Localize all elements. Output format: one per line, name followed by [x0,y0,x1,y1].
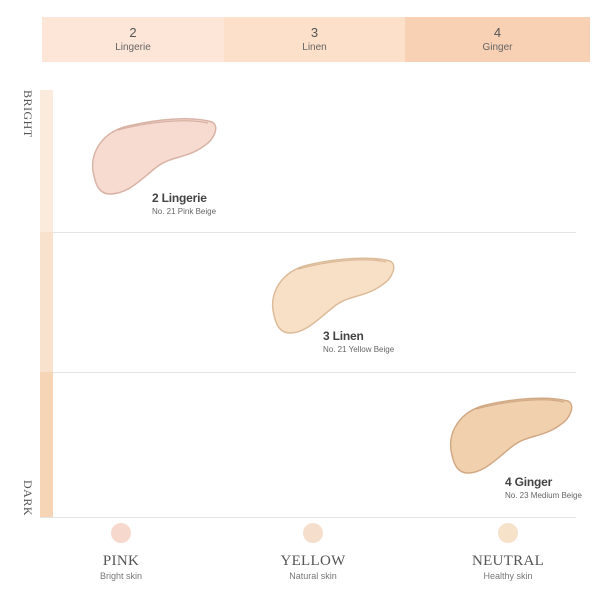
tone-yellow: YELLOW Natural skin [258,523,368,581]
shade-description: No. 23 Medium Beige [505,491,582,500]
tone-color-dot [498,523,518,543]
tone-color-dot [303,523,323,543]
shade-label: Ginger [482,41,513,53]
shade-number: 2 [129,24,137,40]
brightness-bar-bright [40,90,53,232]
tone-description: Natural skin [289,571,337,581]
divider-line [53,372,576,373]
brightness-bar-dark [40,372,53,517]
shade-label: Linen [302,41,327,53]
tone-color-dot [111,523,131,543]
shade-name: 2 Lingerie [152,191,207,205]
tone-title: NEUTRAL [471,553,545,569]
shade-label: Lingerie [115,41,151,53]
swatch-ginger [446,393,576,477]
shade-name: 3 Linen [323,329,364,343]
shade-number: 3 [310,24,319,40]
divider-line [53,232,576,233]
tone-title: YELLOW [280,553,346,569]
swatch-lingerie [88,114,220,198]
tone-description: Bright skin [99,571,143,581]
shade-header-linen: 3 Linen [224,17,405,62]
tone-pink: PINK Bright skin [66,523,176,581]
axis-label-bright: BRIGHT [21,90,35,138]
tone-title: PINK [102,553,140,569]
shade-description: No. 21 Yellow Beige [323,345,395,354]
shade-header-ginger: 4 Ginger [405,17,590,62]
shade-name: 4 Ginger [505,475,553,489]
shade-header-bar: 2 Lingerie 3 Linen 4 Ginger [42,17,590,62]
tone-description: Healthy skin [483,571,533,581]
shade-description: No. 21 Pink Beige [152,207,217,216]
x-axis-line [40,517,576,518]
tone-neutral: NEUTRAL Healthy skin [453,523,563,581]
swatch-linen [268,253,398,337]
brightness-bar-mid [40,232,53,372]
shade-number: 4 [493,24,502,40]
axis-label-dark: DARK [21,480,35,517]
shade-header-lingerie: 2 Lingerie [42,17,224,62]
